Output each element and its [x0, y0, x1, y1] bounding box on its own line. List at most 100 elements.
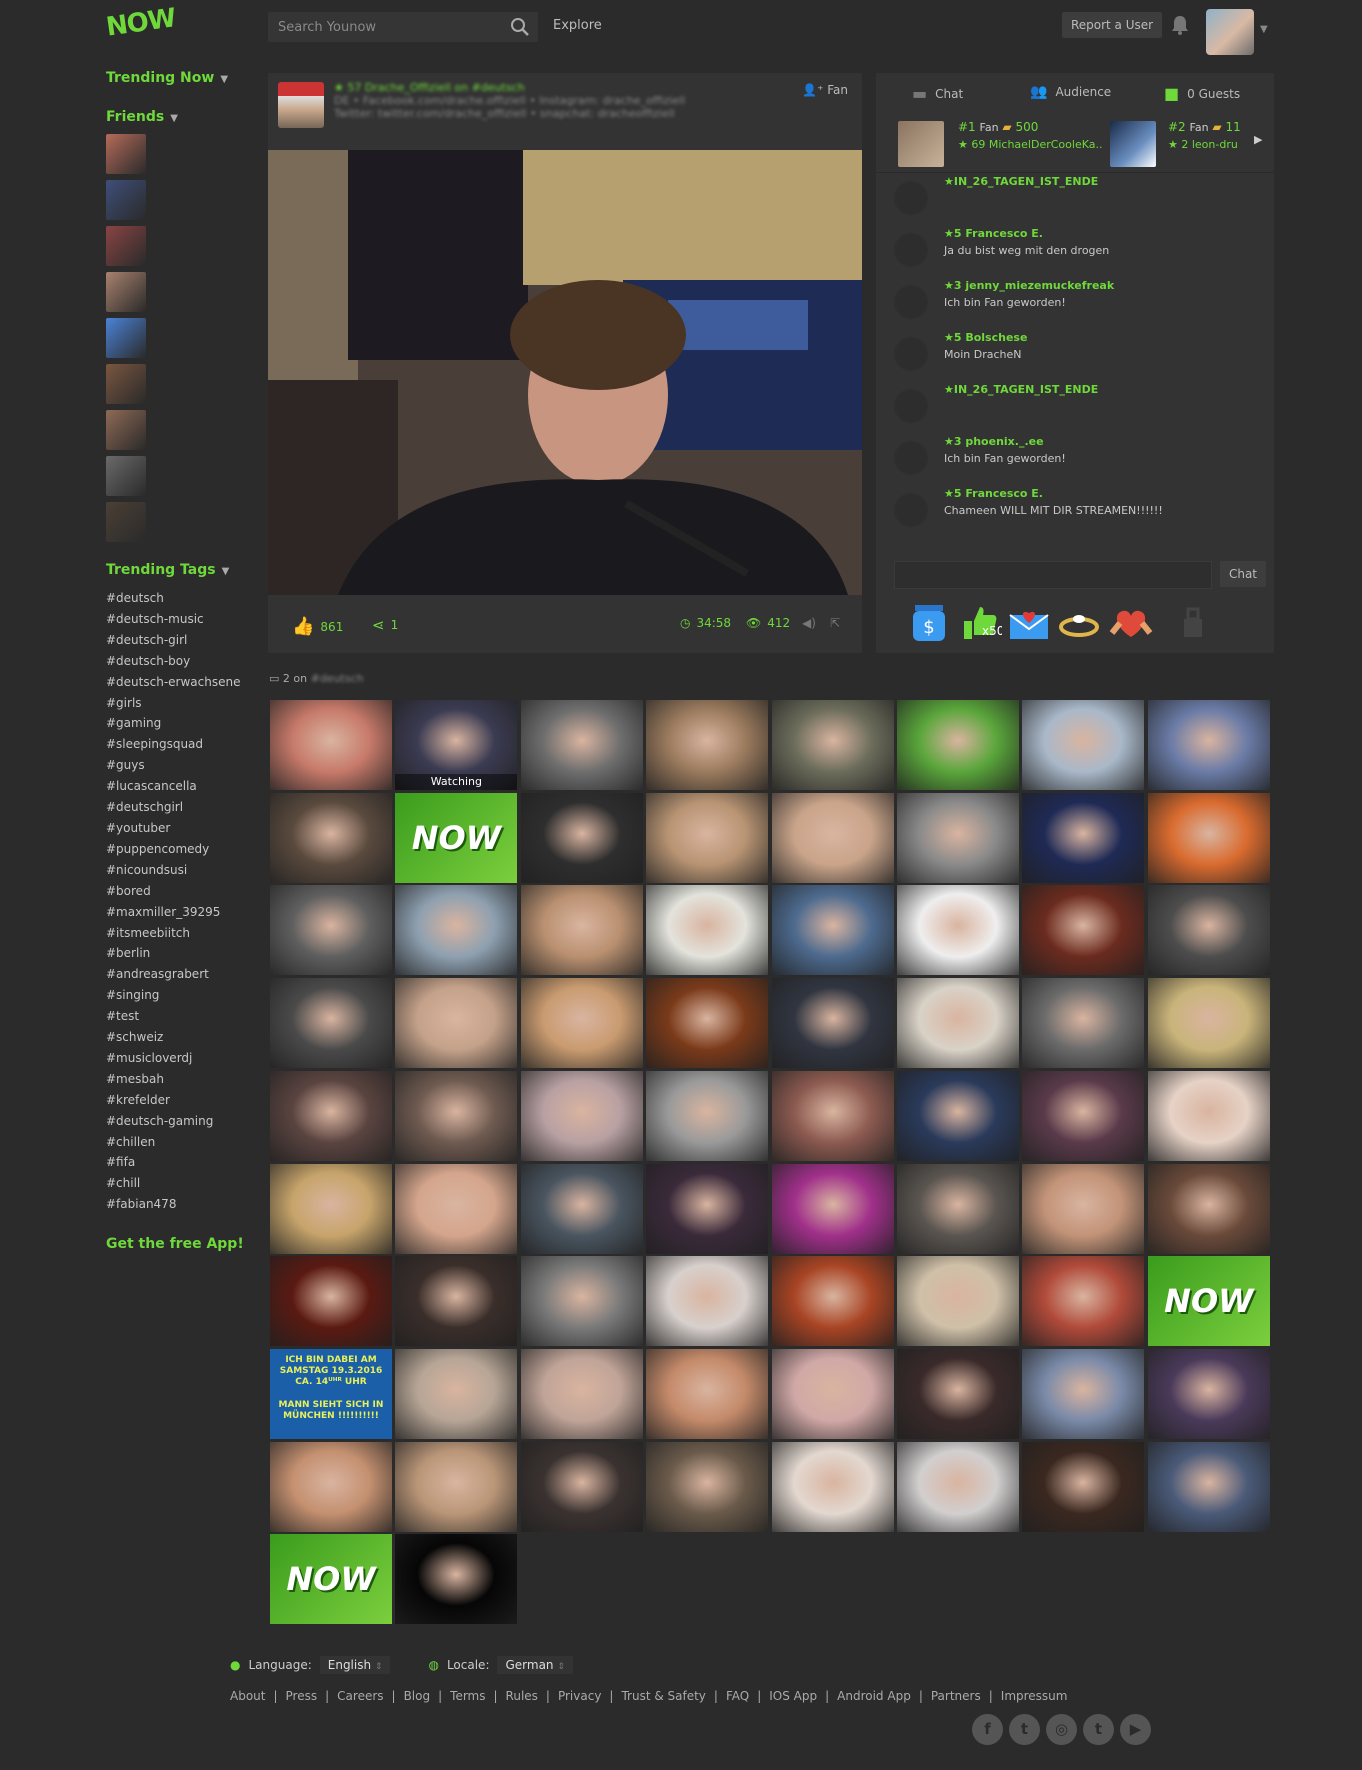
footer-link[interactable]: IOS App — [769, 1689, 818, 1703]
broadcast-tile[interactable] — [1022, 1348, 1145, 1439]
footer-link[interactable]: Impressum — [1000, 1689, 1068, 1703]
now-promo-tile[interactable]: NOW — [270, 1534, 392, 1625]
broadcast-tile[interactable] — [1147, 1441, 1270, 1532]
chat-avatar[interactable] — [894, 181, 928, 215]
broadcast-tile[interactable] — [520, 1070, 643, 1161]
trending-tag[interactable]: #krefelder — [106, 1092, 170, 1107]
user-avatar[interactable] — [1206, 9, 1254, 55]
trending-tag[interactable]: #puppencomedy — [106, 841, 210, 856]
share-button[interactable]: ⋖ 1 — [372, 616, 398, 634]
trending-tag[interactable]: #schweiz — [106, 1030, 164, 1045]
broadcast-tile[interactable] — [1022, 978, 1145, 1069]
broadcast-tile[interactable] — [771, 1441, 894, 1532]
chat-avatar[interactable] — [894, 337, 928, 371]
broadcast-tile[interactable] — [270, 1163, 392, 1254]
friend-item[interactable] — [106, 131, 256, 177]
trending-tag[interactable]: #chill — [106, 1176, 141, 1191]
now-promo-tile[interactable]: NOW — [1147, 1256, 1270, 1347]
live-video[interactable] — [268, 150, 862, 595]
friends-heading[interactable]: Friends ▼ — [106, 109, 178, 125]
broadcast-tile[interactable] — [646, 1163, 769, 1254]
chevron-right-icon[interactable]: ▶ — [1254, 133, 1263, 146]
broadcast-tile[interactable] — [897, 885, 1019, 976]
instagram-icon[interactable]: ◎ — [1046, 1714, 1077, 1745]
tab-chat[interactable]: ▬ Chat — [912, 84, 963, 103]
footer-link[interactable]: Press — [285, 1689, 318, 1703]
broadcast-tile[interactable] — [395, 1348, 518, 1439]
younow-logo[interactable]: NOW — [104, 3, 178, 43]
friend-item[interactable] — [106, 269, 256, 315]
chat-avatar[interactable] — [894, 493, 928, 527]
broadcast-tile[interactable] — [1147, 1348, 1270, 1439]
broadcast-tile[interactable] — [395, 1441, 518, 1532]
trending-tag[interactable]: #deutsch-music — [106, 611, 204, 626]
search-input[interactable] — [268, 12, 498, 43]
broadcast-tile[interactable] — [897, 1441, 1019, 1532]
broadcast-tile[interactable] — [520, 885, 643, 976]
broadcast-tile[interactable] — [1022, 885, 1145, 976]
broadcast-tile[interactable] — [520, 1348, 643, 1439]
broadcast-tile[interactable] — [395, 1163, 518, 1254]
chat-username[interactable]: ★5 Francesco E. — [944, 487, 1043, 500]
broadcast-tile[interactable] — [1022, 792, 1145, 883]
trending-tag[interactable]: #gaming — [106, 716, 162, 731]
broadcast-tile[interactable] — [520, 700, 643, 790]
footer-link[interactable]: About — [230, 1689, 266, 1703]
search-icon[interactable] — [510, 17, 530, 37]
report-user-button[interactable]: Report a User — [1062, 12, 1162, 38]
friend-item[interactable] — [106, 361, 256, 407]
friend-item[interactable] — [106, 453, 256, 499]
broadcast-tile[interactable] — [1147, 792, 1270, 883]
broadcast-tile[interactable] — [395, 1534, 518, 1625]
chat-avatar[interactable] — [894, 441, 928, 475]
broadcast-tile[interactable] — [520, 1256, 643, 1347]
trending-tag[interactable]: #itsmeebiitch — [106, 925, 190, 940]
trending-tag[interactable]: #deutsch-girl — [106, 632, 188, 647]
broadcast-tile[interactable] — [897, 1163, 1019, 1254]
broadcast-tile[interactable]: Watching — [395, 700, 518, 790]
broadcast-tile[interactable] — [897, 1256, 1019, 1347]
footer-link[interactable]: Partners — [930, 1689, 981, 1703]
fan-1-info[interactable]: #1 Fan ▰ 500 ★ 69 MichaelDerCooleKa.. — [958, 119, 1102, 153]
trending-tag[interactable]: #andreasgrabert — [106, 967, 209, 982]
chat-username[interactable]: ★3 jenny_miezemuckefreak — [944, 279, 1115, 292]
broadcast-tile[interactable] — [897, 1070, 1019, 1161]
broadcast-tile[interactable] — [270, 1070, 392, 1161]
trending-tag[interactable]: #chillen — [106, 1134, 156, 1149]
broadcast-tile[interactable] — [771, 700, 894, 790]
broadcast-tile[interactable] — [395, 885, 518, 976]
trending-tag[interactable]: #nicoundsusi — [106, 862, 188, 877]
footer-link[interactable]: Rules — [505, 1689, 538, 1703]
chat-username[interactable]: ★5 Francesco E. — [944, 227, 1043, 240]
tumblr-icon[interactable]: t — [1083, 1714, 1114, 1745]
popout-icon[interactable]: ⇱ — [830, 616, 841, 630]
broadcast-tile[interactable] — [1022, 1163, 1145, 1254]
broadcast-tile[interactable] — [771, 978, 894, 1069]
broadcast-tile[interactable] — [646, 792, 769, 883]
notification-bell-icon[interactable] — [1168, 13, 1192, 37]
broadcast-tile[interactable] — [270, 700, 392, 790]
locked-gift-icon[interactable] — [1170, 599, 1216, 645]
broadcast-tile[interactable] — [520, 1441, 643, 1532]
broadcast-tile[interactable] — [646, 1070, 769, 1161]
fan-2-avatar[interactable] — [1110, 121, 1156, 167]
friend-item[interactable] — [106, 315, 256, 361]
youtube-icon[interactable]: ▶ — [1120, 1714, 1151, 1745]
trending-tag[interactable]: #mesbah — [106, 1071, 164, 1086]
language-select[interactable]: English ⇕ — [319, 1656, 391, 1674]
streamer-avatar[interactable] — [278, 82, 324, 128]
broadcast-tile[interactable] — [897, 792, 1019, 883]
fan-button[interactable]: 👤⁺ Fan — [802, 83, 848, 97]
trending-tag[interactable]: #guys — [106, 758, 145, 773]
broadcast-tile[interactable] — [1147, 700, 1270, 790]
volume-icon[interactable]: ◀) — [802, 616, 816, 630]
broadcast-tile[interactable] — [771, 1163, 894, 1254]
trending-tag[interactable]: #deutsch-gaming — [106, 1113, 214, 1128]
broadcast-tile[interactable] — [1022, 1070, 1145, 1161]
friend-item[interactable] — [106, 407, 256, 453]
broadcast-tile[interactable] — [270, 885, 392, 976]
love-letter-icon[interactable] — [1006, 599, 1052, 645]
get-app-link[interactable]: Get the free App! — [106, 1236, 244, 1252]
broadcast-tile[interactable] — [646, 1256, 769, 1347]
like-button[interactable]: 👍 861 — [292, 616, 343, 637]
